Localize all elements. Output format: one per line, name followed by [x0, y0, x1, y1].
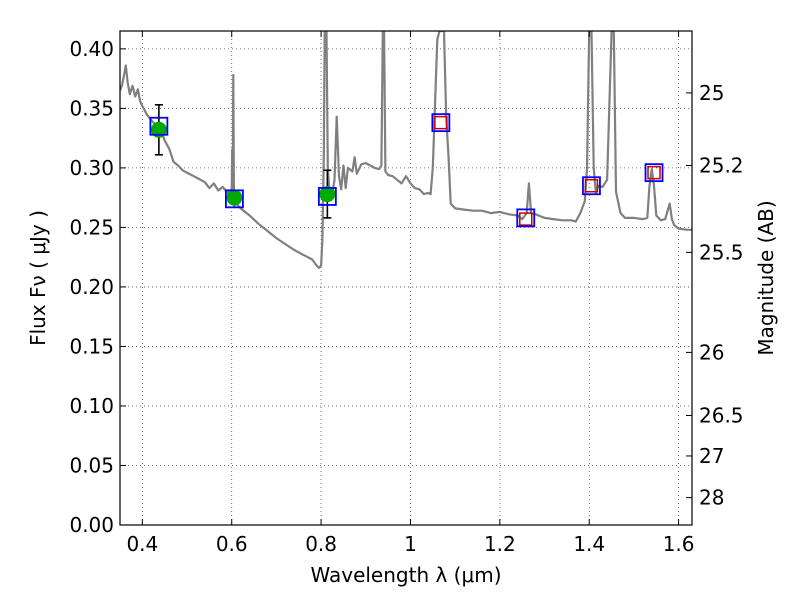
y-tick-label: 0.40: [69, 37, 114, 61]
x-tick-label: 0.6: [216, 532, 248, 556]
y-tick-label: 0.05: [69, 453, 114, 477]
y-tick-label: 0.00: [69, 513, 114, 537]
y-tick-label: 0.35: [69, 96, 114, 120]
model-flux-box: [149, 116, 169, 136]
y-tick-label: 0.25: [69, 215, 114, 239]
x-tick-label: 0.8: [305, 532, 337, 556]
right-axis-label: Magnitude (AB): [754, 200, 778, 355]
y-axis-label: Flux Fν ( μJy ): [26, 210, 50, 346]
plot-frame: [119, 30, 693, 526]
y-axis-ticks: 0.00 0.05 0.10 0.15 0.20 0.25 0.30 0.35 0.40: [69, 37, 126, 537]
right-tick-label: 27: [699, 444, 724, 468]
right-tick-label: 25.2: [699, 154, 744, 178]
x-tick-label: 1: [404, 532, 417, 556]
observed-flux-point: [150, 121, 167, 138]
markers: [149, 104, 664, 228]
right-tick-label: 26.5: [699, 403, 744, 427]
x-axis-ticks: 0.4 0.6 0.8 1 1.2 1.4 1.6: [126, 31, 695, 556]
y-tick-label: 0.30: [69, 156, 114, 180]
model-flux-box: [317, 187, 337, 206]
observed-flux-point: [226, 189, 243, 206]
open-flux-point: [647, 165, 661, 180]
x-tick-label: 1.2: [484, 532, 516, 556]
y-tick-label: 0.10: [69, 394, 114, 418]
open-flux-point: [519, 212, 533, 226]
x-axis-label: Wavelength λ (μm): [310, 563, 501, 587]
observed-flux-point: [319, 186, 336, 203]
right-tick-label: 25.5: [699, 240, 744, 264]
open-flux-point: [584, 178, 599, 193]
model-flux-box: [516, 208, 536, 228]
model-flux-box: [224, 189, 244, 209]
x-tick-label: 0.4: [126, 532, 158, 556]
model-flux-box: [582, 176, 601, 196]
model-flux-box: [431, 113, 451, 133]
model-flux-box: [644, 163, 664, 183]
y-tick-label: 0.20: [69, 275, 114, 299]
x-tick-label: 1.4: [573, 532, 605, 556]
open-flux-point: [434, 115, 448, 130]
right-axis-ticks: 25 25.2 25.5 26 26.5 27 28: [686, 81, 744, 510]
y-tick-label: 0.15: [69, 334, 114, 358]
x-tick-label: 1.6: [663, 532, 695, 556]
right-tick-label: 26: [699, 340, 724, 364]
right-tick-label: 28: [699, 486, 724, 510]
right-tick-label: 25: [699, 81, 724, 105]
